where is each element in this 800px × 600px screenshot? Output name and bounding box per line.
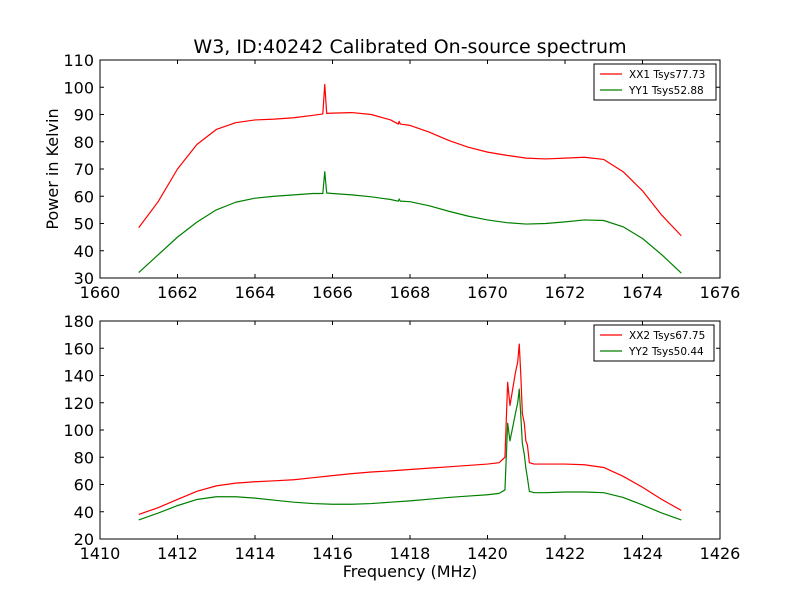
series-line-2-1 <box>138 343 682 516</box>
series-line-1-2 <box>138 171 682 274</box>
legend-entry: XX2 Tsys67.75 <box>629 330 705 342</box>
legend-box <box>593 63 717 101</box>
x-tick-label: 1670 <box>467 283 508 302</box>
x-tick-label: 1424 <box>622 544 663 563</box>
legend-box <box>593 324 715 362</box>
x-tick-label: 1410 <box>80 544 121 563</box>
x-tick-label: 1418 <box>390 544 431 563</box>
x-tick-label: 1662 <box>157 283 198 302</box>
y-tick-label: 80 <box>74 448 94 467</box>
series-line-2-2 <box>138 388 682 521</box>
y-tick-label: 40 <box>74 242 94 261</box>
legend-entry: YY2 Tsys50.44 <box>628 346 704 358</box>
x-tick-label: 1664 <box>235 283 276 302</box>
y-tick-label: 160 <box>63 339 94 358</box>
legend-entry: XX1 Tsys77.73 <box>629 69 705 81</box>
y-tick-label: 30 <box>74 269 94 288</box>
legend-entry: YY1 Tsys52.88 <box>628 85 704 97</box>
y-tick-label: 50 <box>74 215 94 234</box>
series-line-1-1 <box>138 83 682 237</box>
y-tick-label: 110 <box>63 51 94 70</box>
x-axis-label: Frequency (MHz) <box>343 562 477 581</box>
y-tick-label: 100 <box>63 421 94 440</box>
x-tick-label: 1668 <box>390 283 431 302</box>
y-tick-label: 40 <box>74 503 94 522</box>
y-tick-label: 140 <box>63 367 94 386</box>
x-tick-label: 1420 <box>467 544 508 563</box>
y-tick-label: 80 <box>74 133 94 152</box>
x-tick-label: 1666 <box>312 283 353 302</box>
x-tick-label: 1416 <box>312 544 353 563</box>
y-tick-label: 120 <box>63 394 94 413</box>
y-tick-label: 60 <box>74 476 94 495</box>
chart-title: W3, ID:40242 Calibrated On-source spectr… <box>193 36 626 58</box>
y-tick-label: 100 <box>63 78 94 97</box>
x-tick-label: 1422 <box>545 544 586 563</box>
y-tick-label: 70 <box>74 160 94 179</box>
y-axis-label: Power in Kelvin <box>43 108 62 229</box>
x-tick-label: 1660 <box>80 283 121 302</box>
y-tick-label: 20 <box>74 530 94 549</box>
x-tick-label: 1426 <box>700 544 741 563</box>
x-tick-label: 1412 <box>157 544 198 563</box>
y-tick-label: 180 <box>63 312 94 331</box>
x-tick-label: 1676 <box>700 283 741 302</box>
x-tick-label: 1414 <box>235 544 276 563</box>
y-tick-label: 90 <box>74 106 94 125</box>
y-tick-label: 60 <box>74 187 94 206</box>
x-tick-label: 1674 <box>622 283 663 302</box>
x-tick-label: 1672 <box>545 283 586 302</box>
